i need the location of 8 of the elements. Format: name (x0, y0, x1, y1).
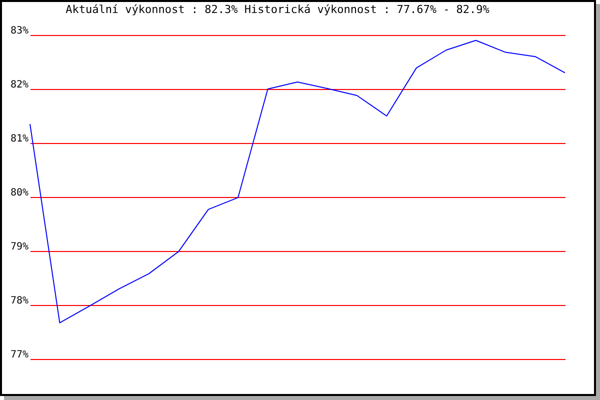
y-tick-label: 77% (10, 350, 28, 360)
y-tick-label: 80% (10, 188, 28, 198)
y-tick-label: 81% (10, 134, 28, 144)
y-tick-label: 82% (10, 80, 28, 90)
chart-title: Aktuální výkonnost : 82.3% Historická výkonnost : 77.67% - 82.9% (66, 3, 490, 16)
y-tick-label: 83% (10, 26, 28, 36)
y-tick-label: 79% (10, 242, 28, 252)
y-tick-label: 78% (10, 296, 28, 306)
